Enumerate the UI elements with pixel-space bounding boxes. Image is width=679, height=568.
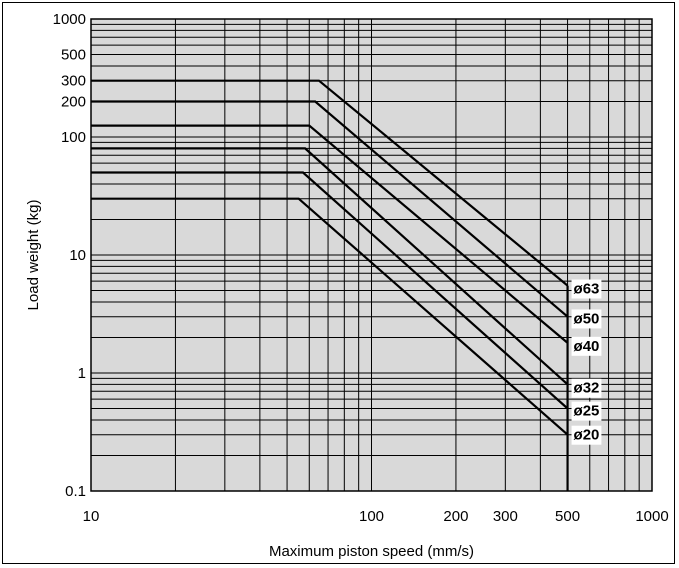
y-tick-label: 500 (61, 47, 86, 64)
bore-label: ø20 (574, 427, 600, 444)
series-line (91, 79, 569, 287)
series-line (91, 171, 569, 410)
bore-label: ø25 (574, 403, 600, 420)
y-tick-label: 200 (61, 93, 86, 110)
bore-labels: ø63 ø50 ø40 ø32 ø25 ø20 (571, 279, 602, 445)
bore-label-background (571, 279, 602, 299)
series-line (91, 100, 569, 318)
x-tick-label: 200 (443, 508, 468, 525)
y-tick-label: 10 (69, 247, 86, 264)
bore-label-background (571, 401, 602, 421)
bore-label: ø63 (574, 281, 600, 298)
grid (91, 19, 652, 491)
series-line (91, 147, 569, 386)
x-axis-label: Maximum piston speed (mm/s) (269, 543, 474, 560)
plot-border (90, 18, 653, 492)
x-tick-label: 10 (83, 508, 100, 525)
series-line (91, 197, 569, 436)
series-lines (91, 79, 569, 436)
bore-label-background (571, 336, 602, 356)
bore-label-background (571, 309, 602, 329)
y-tick-label: 1 (78, 365, 86, 382)
bore-label: ø32 (574, 380, 600, 397)
x-tick-label: 1000 (635, 508, 668, 525)
bore-label-background (571, 425, 602, 445)
x-tick-label: 100 (359, 508, 384, 525)
x-tick-labels: 10 100 200 300 500 1000 (83, 508, 669, 525)
y-tick-label: 1000 (53, 11, 86, 28)
x-tick-label: 300 (493, 508, 518, 525)
bore-label: ø40 (574, 338, 600, 355)
bore-label: ø50 (574, 310, 600, 327)
bore-label-background (571, 378, 602, 398)
y-tick-label: 0.1 (65, 483, 86, 500)
x-tick-label: 500 (555, 508, 580, 525)
y-tick-labels: 0.1 1 10 100 200 300 500 1000 (53, 11, 86, 500)
y-tick-label: 100 (61, 129, 86, 146)
y-axis-label: Load weight (kg) (25, 200, 42, 311)
y-tick-label: 300 (61, 73, 86, 90)
series-line (91, 124, 569, 344)
